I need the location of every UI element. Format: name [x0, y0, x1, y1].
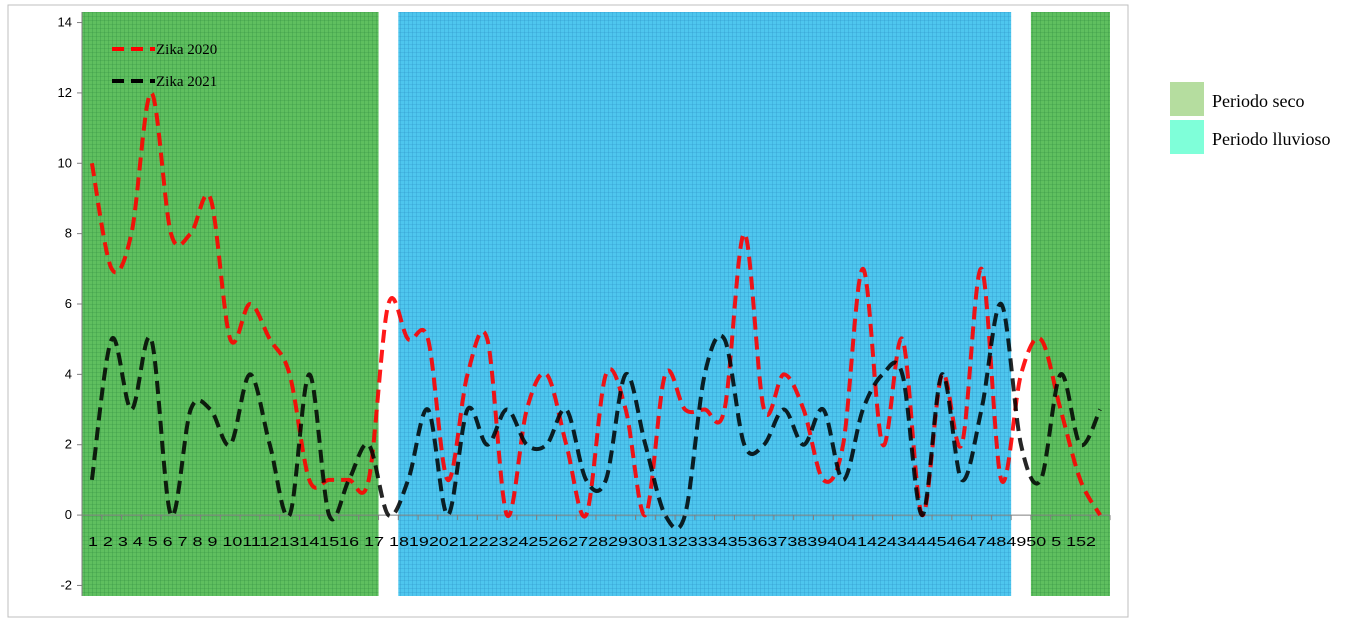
y-tick-label: 4	[65, 366, 72, 381]
series-line-zika-2021	[89, 301, 1102, 531]
y-tick-label: 14	[58, 15, 72, 30]
plot-border	[7, 4, 1129, 618]
y-tick-label: 12	[58, 85, 72, 100]
dry-period-swatch	[1170, 82, 1204, 116]
y-tick-label: 6	[65, 296, 72, 311]
band-rainy-1	[398, 12, 1012, 596]
series-line-zika-2020	[89, 90, 1102, 519]
rainy-period-label: Periodo lluvioso	[1212, 129, 1331, 149]
y-tick-label: 0	[65, 507, 72, 522]
period-legend: Periodo seco Periodo lluvioso	[1170, 82, 1345, 158]
legend-label-zika-2020: Zika 2020	[156, 42, 217, 58]
axes: 14 12 10 8 6 4 2 0 -2 1 2 3 4 5 6 7 8 9 101112131…	[58, 12, 1111, 596]
legend-item-rainy: Periodo lluvioso	[1170, 120, 1345, 154]
x-tick-labels: 1 2 3 4 5 6 7 8 9 10111213141516 17 1819…	[88, 534, 1096, 549]
period-bands	[82, 12, 1110, 596]
rainy-period-swatch	[1170, 120, 1204, 154]
band-dry-0	[82, 12, 379, 596]
y-tick-label: -2	[60, 577, 72, 592]
y-tick-label: 8	[65, 226, 72, 241]
series-lines	[89, 90, 1102, 531]
legend-label-zika-2021: Zika 2021	[156, 74, 217, 90]
y-tick-label: 2	[65, 437, 72, 452]
dry-period-label: Periodo seco	[1212, 91, 1305, 111]
inner-legend: Zika 2020 Zika 2021	[112, 42, 217, 90]
y-tick-label: 10	[58, 155, 72, 170]
band-dry-2	[1030, 12, 1110, 596]
legend-item-dry: Periodo seco	[1170, 82, 1345, 116]
